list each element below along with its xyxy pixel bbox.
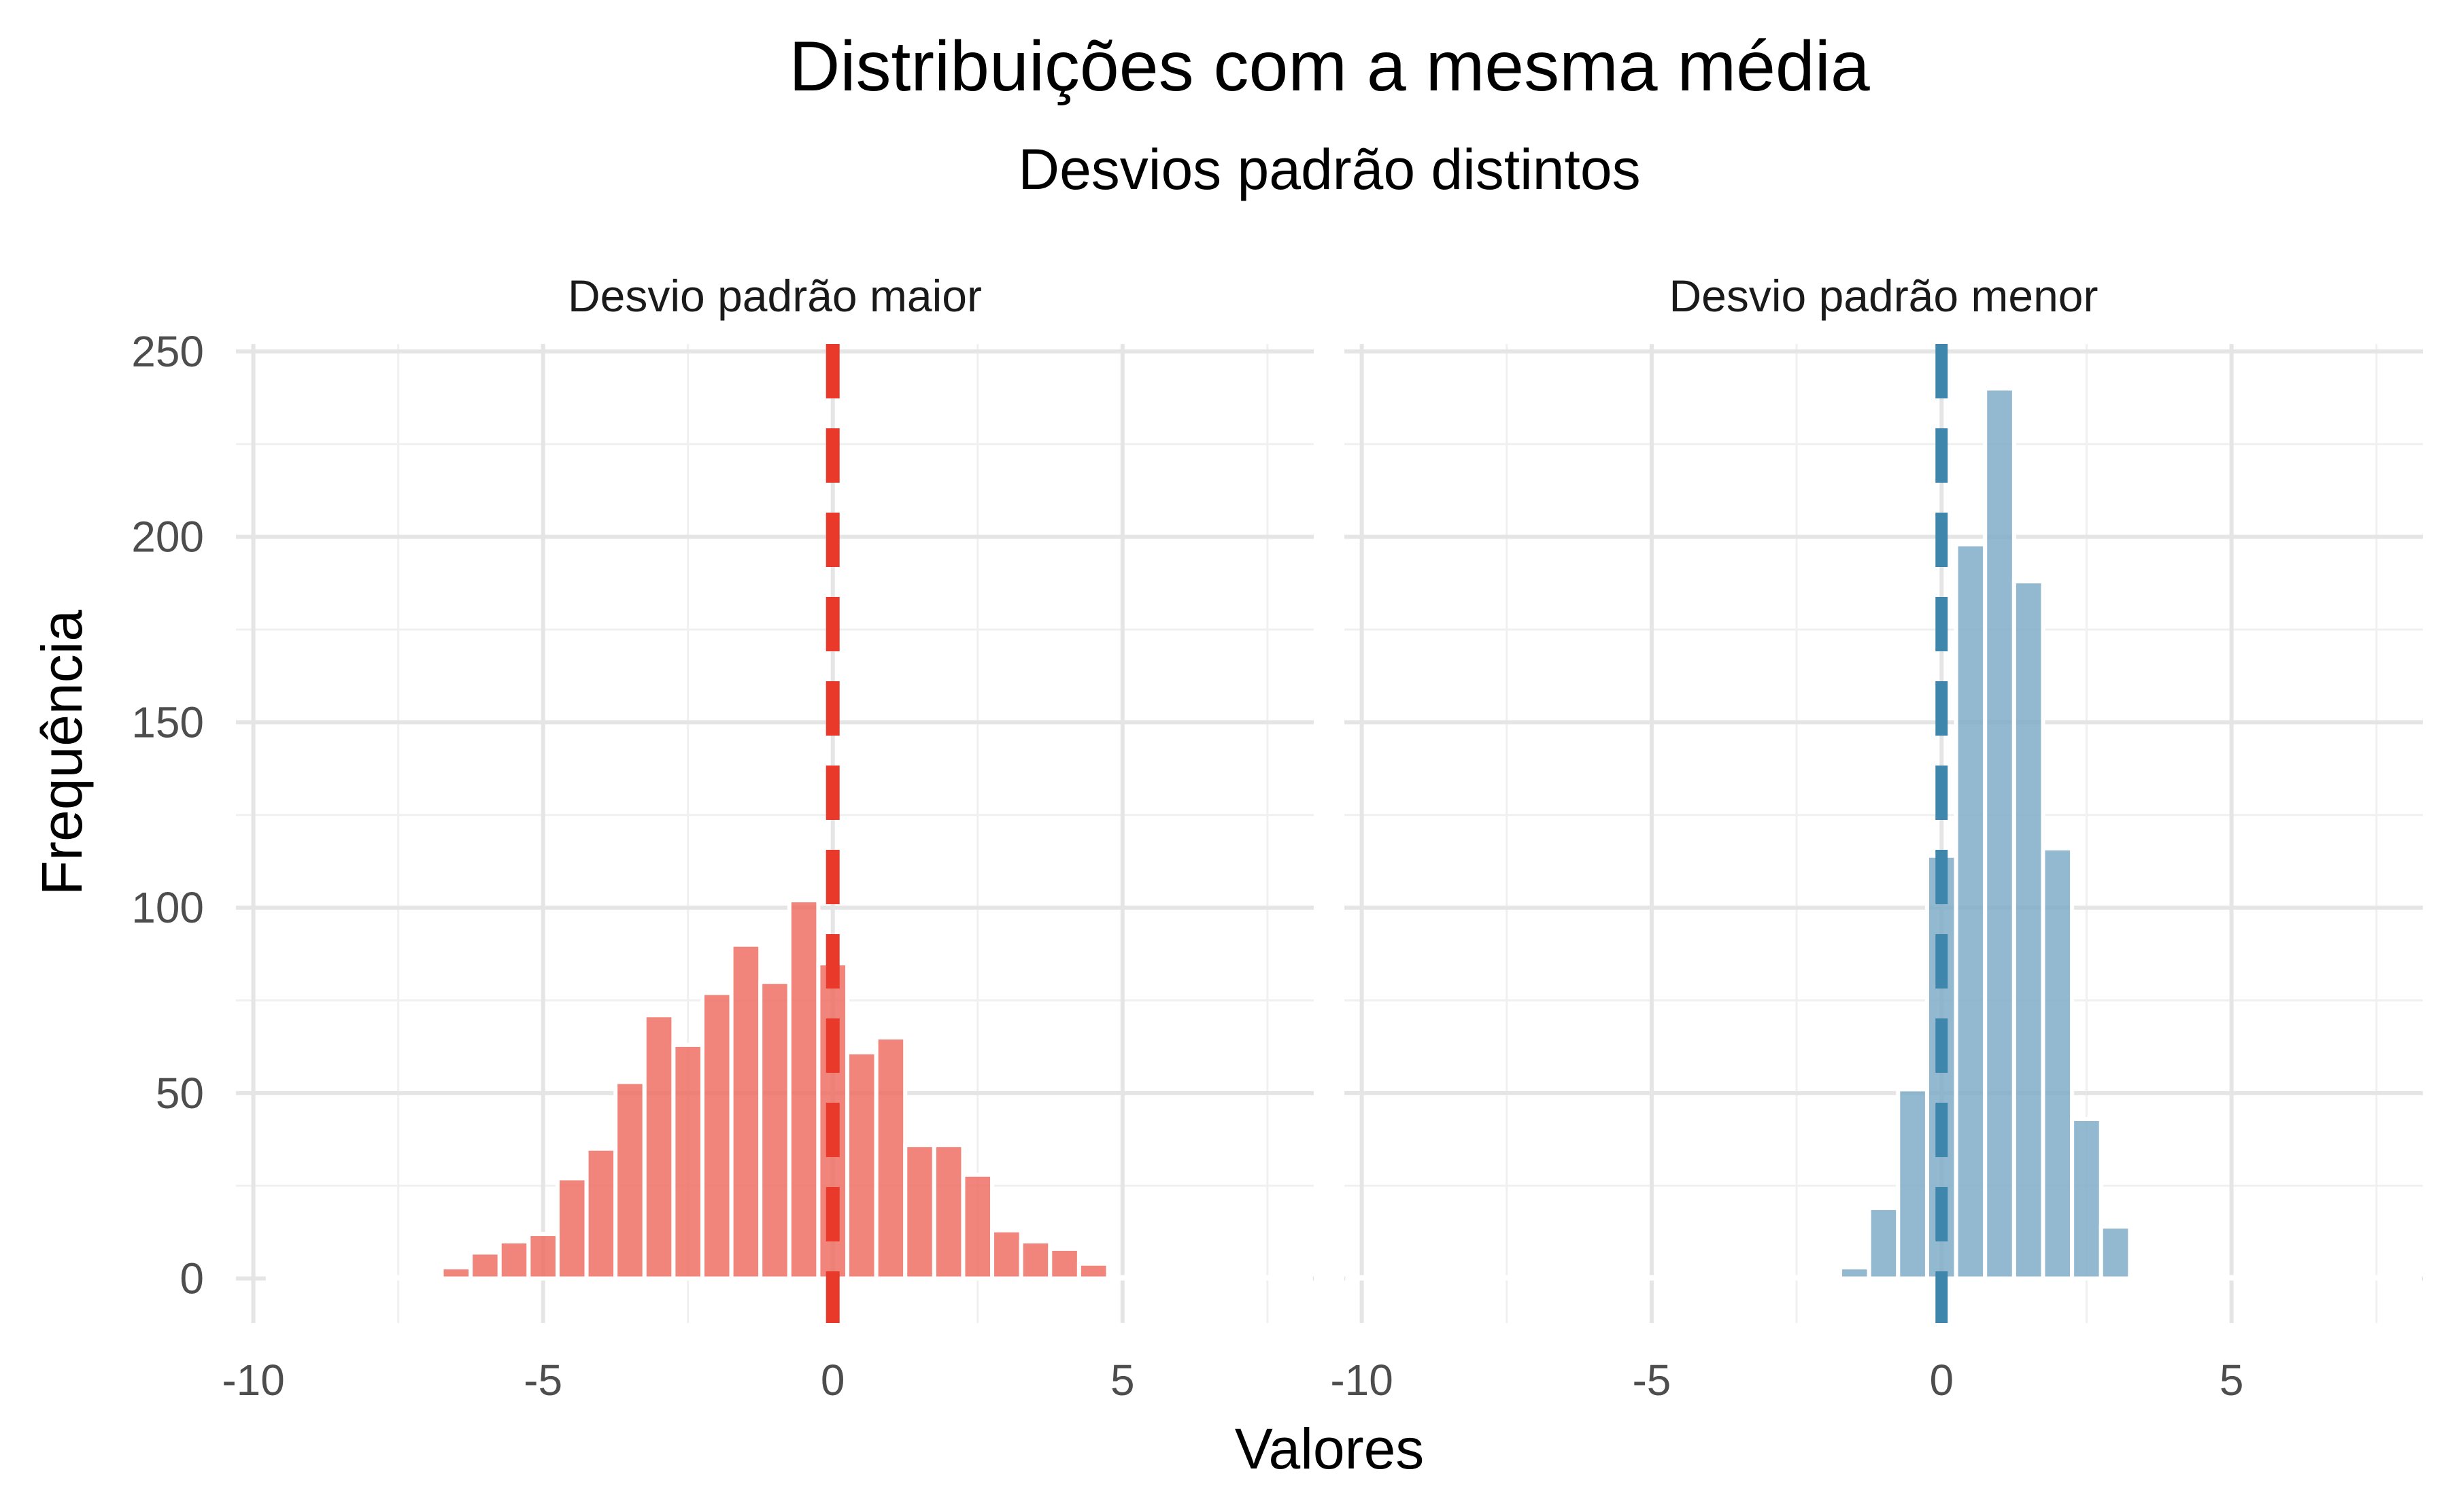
histogram-bar [758,980,792,1281]
histogram-bar [469,1250,502,1281]
histogram-bar [1983,386,2016,1281]
x-axis-title: Valores [1235,1417,1425,1481]
histogram-bar [671,1042,704,1281]
x-tick-label: -10 [1330,1356,1393,1405]
chart-title: Distribuições com a mesma média [789,27,1870,106]
histogram-bar [1163,1275,1197,1281]
histogram-bar [2360,1275,2394,1281]
histogram-bar [1867,1205,1901,1281]
histogram-bar [497,1239,531,1281]
y-tick-label: 50 [156,1069,204,1118]
histogram-bar [903,1143,936,1281]
histogram-bar [1048,1246,1081,1281]
histogram-bar [1548,1275,1582,1281]
histogram-bar [2302,1275,2335,1281]
panel-strip-label: Desvio padrão menor [1669,271,2098,321]
histogram-bar [932,1143,966,1281]
x-tick-label: -10 [222,1356,285,1405]
y-tick-label: 100 [131,883,204,932]
histogram-bar [729,942,763,1281]
histogram-bar [2273,1275,2307,1281]
histogram-bar [1519,1275,1552,1281]
histogram-bar [2215,1275,2248,1281]
histogram-bar [584,1146,618,1281]
histogram-bar [352,1275,386,1281]
histogram-bar [526,1232,560,1281]
histogram-bar [381,1275,415,1281]
histogram-bar [2011,579,2045,1281]
histogram-bar [787,898,821,1281]
panel-desvio-padrao-maior: Desvio padrão maior -10 -5 0 5 [222,271,1314,1405]
histogram-bar [1221,1275,1255,1281]
histogram-bar [2157,1275,2190,1281]
histogram-bar [1605,1275,1639,1281]
histogram-bar [845,1050,879,1281]
histogram-bar [1809,1275,1843,1281]
histogram-bar [265,1275,299,1281]
histogram-bar [1251,1275,1285,1281]
histogram-bar [1106,1275,1140,1281]
x-tick-label: -5 [1632,1356,1671,1405]
x-tick-label: 0 [1929,1356,1954,1405]
panel-desvio-padrao-menor: Desvio padrão menor -10 -5 0 5 [1330,271,2423,1405]
histogram-bar [2128,1273,2162,1281]
y-tick-label: 250 [131,327,204,376]
histogram-bar [1693,1275,1727,1281]
histogram-bar [874,1035,908,1281]
histogram-bar [1076,1261,1110,1281]
histogram-bar [2070,1117,2103,1281]
y-tick-label: 150 [131,698,204,746]
histogram-bar [1838,1265,1871,1281]
histogram-bar [1135,1275,1168,1281]
histogram-bar [1490,1275,1524,1281]
chart-subtitle: Desvios padrão distintos [1018,137,1640,201]
histogram-bar [1280,1275,1313,1281]
histogram-bar [1193,1275,1226,1281]
histogram-bar [1635,1275,1669,1281]
histogram-bar [324,1275,357,1281]
histogram-bar [439,1265,473,1281]
histogram-bar [1577,1275,1610,1281]
x-tick-label: -5 [524,1356,562,1405]
panel-strip-label: Desvio padrão maior [568,271,982,321]
histogram-bar [642,1013,676,1281]
histogram-bar [961,1172,995,1281]
histogram-bar [1374,1275,1408,1281]
x-tick-label: 0 [821,1356,845,1405]
y-axis-title: Frequência [30,610,94,896]
histogram-bar [2389,1275,2422,1281]
histogram-bar [990,1228,1023,1281]
histogram-bar [2186,1275,2220,1281]
histogram-bar [1664,1275,1697,1281]
histogram-bar [1432,1275,1465,1281]
histogram-bar [1954,542,1988,1281]
histogram-bar [294,1275,328,1281]
histogram-bar [2243,1275,2277,1281]
histogram-bar [1403,1275,1437,1281]
histogram-bar [410,1275,444,1281]
x-tick-label: 5 [2220,1356,2244,1405]
histogram-bar [1722,1275,1756,1281]
histogram-bar [1345,1275,1378,1281]
histogram-bar [1019,1239,1053,1281]
histogram-bar [2330,1275,2364,1281]
y-tick-label: 200 [131,513,204,562]
histogram-bar [700,991,734,1281]
histogram-bar [1780,1275,1814,1281]
y-tick-label: 0 [180,1254,204,1303]
histogram-bar [555,1176,589,1281]
histogram-bar [1461,1275,1495,1281]
histogram-bar [1896,1087,1929,1281]
histogram-bar [1751,1275,1784,1281]
histogram-bar [2098,1224,2132,1281]
histogram-bar [2041,846,2075,1281]
histogram-bar [613,1080,647,1281]
y-axis: 0 50 100 150 200 250 [131,327,204,1303]
x-tick-label: 5 [1110,1356,1135,1405]
